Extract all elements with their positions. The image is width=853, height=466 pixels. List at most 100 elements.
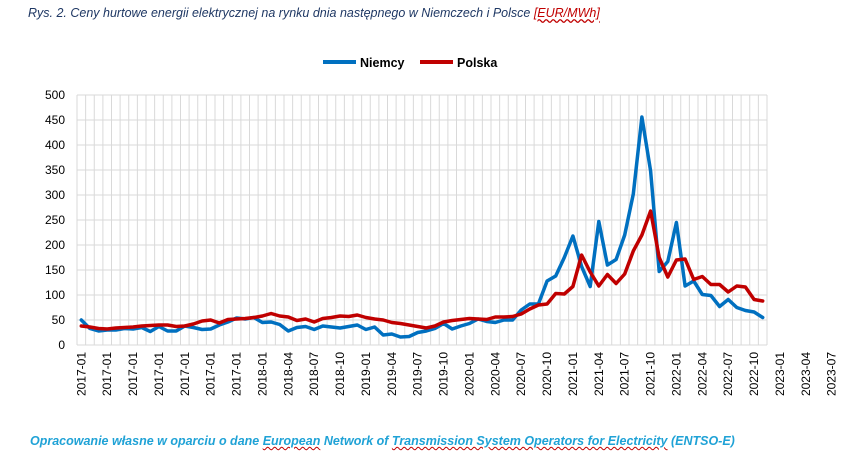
x-tick-label: 2023-01: [773, 352, 787, 396]
data-point-polska: [157, 323, 161, 327]
data-point-niemcy: [735, 306, 738, 309]
data-point-polska: [614, 282, 618, 285]
data-point-polska: [200, 319, 204, 323]
data-point-polska: [520, 312, 523, 316]
gridlines: [76, 94, 768, 346]
source-part-1: Opracowanie własne w oparciu o dane: [30, 434, 263, 448]
data-point-niemcy: [658, 270, 661, 273]
data-point-polska: [485, 318, 488, 321]
x-tick-label: 2019-04: [385, 352, 399, 396]
data-point-niemcy: [666, 260, 669, 263]
x-tick-label: 2020-04: [488, 352, 502, 396]
data-point-niemcy: [752, 310, 756, 314]
legend: Niemcy Polska: [323, 56, 498, 70]
x-tick-label: 2017-01: [100, 352, 114, 396]
data-point-polska: [623, 272, 626, 276]
source-part-5: (ENTSO-E): [667, 434, 735, 448]
data-point-polska: [192, 322, 195, 326]
data-point-polska: [278, 314, 281, 318]
data-point-polska: [390, 321, 393, 324]
data-point-polska: [313, 320, 316, 324]
data-point-niemcy: [287, 329, 290, 333]
data-point-niemcy: [563, 256, 566, 259]
y-tick-label: 250: [45, 213, 65, 227]
data-point-polska: [537, 303, 540, 307]
data-point-polska: [442, 320, 445, 324]
x-tick-label: 2021-07: [618, 352, 632, 396]
data-point-niemcy: [192, 326, 195, 329]
data-point-niemcy: [382, 333, 385, 337]
caption-unit: [EUR/MWh]: [533, 6, 600, 20]
data-point-niemcy: [200, 328, 204, 331]
x-tick-label: 2019-10: [437, 352, 451, 396]
data-point-polska: [589, 270, 592, 274]
data-point-niemcy: [459, 324, 462, 328]
data-point-niemcy: [571, 234, 575, 238]
data-point-niemcy: [80, 318, 83, 322]
data-point-polska: [718, 283, 721, 286]
data-point-polska: [683, 257, 687, 261]
data-point-polska: [295, 319, 299, 322]
data-point-polska: [364, 316, 368, 319]
data-point-niemcy: [502, 318, 506, 322]
data-point-niemcy: [321, 324, 324, 328]
data-point-niemcy: [623, 233, 626, 237]
data-point-polska: [640, 233, 644, 237]
x-axis-tick-labels: 2017-01 2017-01 2017-01 2017-01 2017-01 2017-…: [74, 352, 838, 396]
y-tick-label: 350: [45, 163, 65, 177]
x-tick-label: 2020-01: [462, 352, 476, 396]
data-point-polska: [209, 318, 212, 322]
caption-text: Rys. 2. Ceny hurtowe energii elektryczne…: [28, 6, 534, 20]
data-point-polska: [252, 316, 255, 319]
data-point-polska: [528, 307, 531, 311]
data-point-niemcy: [278, 323, 281, 326]
data-point-niemcy: [761, 316, 764, 319]
data-point-niemcy: [166, 329, 169, 333]
data-point-polska: [140, 324, 143, 328]
data-point-niemcy: [364, 328, 368, 331]
data-point-polska: [675, 258, 678, 262]
data-point-niemcy: [356, 323, 359, 327]
data-point-niemcy: [373, 325, 376, 329]
data-point-niemcy: [727, 298, 730, 301]
data-point-polska: [356, 313, 359, 317]
data-point-niemcy: [511, 318, 514, 322]
data-point-polska: [494, 315, 497, 319]
data-point-niemcy: [640, 115, 644, 119]
y-tick-label: 100: [45, 288, 65, 302]
data-point-niemcy: [744, 309, 747, 312]
data-point-niemcy: [425, 329, 428, 333]
data-point-niemcy: [580, 265, 583, 268]
data-point-polska: [649, 209, 652, 213]
data-point-polska: [382, 318, 385, 322]
data-point-niemcy: [597, 220, 600, 223]
data-point-niemcy: [494, 321, 497, 324]
x-tick-label: 2017-01: [230, 352, 244, 396]
data-point-niemcy: [390, 332, 393, 336]
x-tick-label: 2017-01: [152, 352, 166, 396]
x-tick-label: 2022-07: [721, 352, 735, 396]
y-tick-label: 0: [58, 338, 65, 352]
source-part-3: Network of: [320, 434, 392, 448]
x-tick-label: 2021-10: [644, 352, 658, 396]
data-point-polska: [261, 314, 264, 318]
data-point-niemcy: [407, 335, 411, 338]
data-point-niemcy: [701, 293, 704, 296]
data-point-polska: [106, 327, 109, 331]
x-tick-label: 2018-01: [255, 352, 269, 396]
data-point-niemcy: [209, 327, 212, 331]
y-tick-label: 150: [45, 263, 65, 277]
x-tick-label: 2019-07: [411, 352, 425, 396]
data-point-niemcy: [589, 285, 592, 288]
x-tick-label: 2017-01: [126, 352, 140, 396]
data-point-polska: [468, 317, 471, 320]
data-point-niemcy: [330, 325, 333, 329]
x-tick-label: 2018-04: [281, 352, 295, 396]
data-point-polska: [347, 315, 350, 318]
data-point-polska: [451, 319, 454, 322]
data-point-polska: [761, 299, 764, 303]
data-point-polska: [597, 284, 600, 288]
data-point-polska: [416, 325, 419, 328]
data-point-polska: [330, 316, 333, 319]
